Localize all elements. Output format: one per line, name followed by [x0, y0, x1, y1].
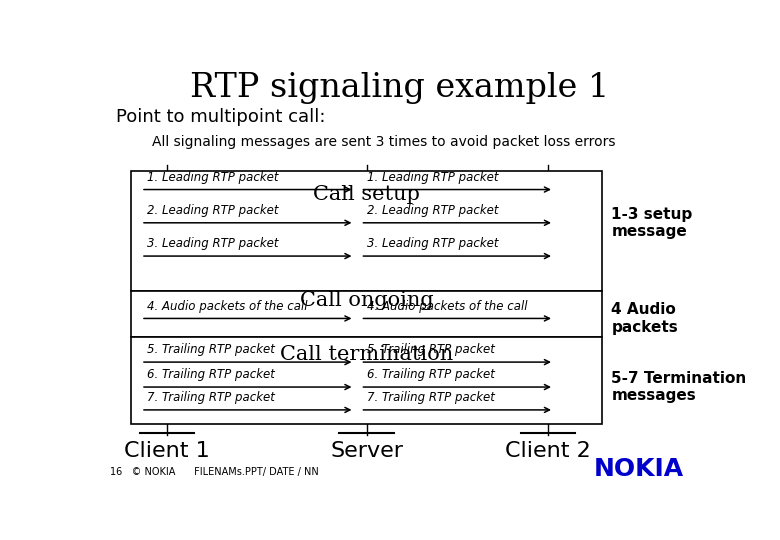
Text: 5. Trailing RTP packet: 5. Trailing RTP packet: [147, 343, 275, 356]
Text: Server: Server: [330, 442, 403, 462]
Text: Call setup: Call setup: [313, 185, 420, 205]
Text: 1. Leading RTP packet: 1. Leading RTP packet: [367, 171, 498, 184]
Text: 4. Audio packets of the call: 4. Audio packets of the call: [147, 300, 307, 313]
Text: 7. Trailing RTP packet: 7. Trailing RTP packet: [367, 391, 495, 404]
Text: Call termination: Call termination: [280, 345, 453, 364]
Text: 16   © NOKIA      FILENAMs.PPT/ DATE / NN: 16 © NOKIA FILENAMs.PPT/ DATE / NN: [109, 467, 318, 477]
Text: All signaling messages are sent 3 times to avoid packet loss errors: All signaling messages are sent 3 times …: [152, 134, 615, 149]
Text: 5-7 Termination
messages: 5-7 Termination messages: [612, 371, 746, 403]
Text: 3. Leading RTP packet: 3. Leading RTP packet: [367, 237, 498, 250]
Text: 7. Trailing RTP packet: 7. Trailing RTP packet: [147, 391, 275, 404]
Text: NOKIA: NOKIA: [594, 457, 684, 481]
Text: Call ongoing: Call ongoing: [300, 291, 434, 310]
Text: 5. Trailing RTP packet: 5. Trailing RTP packet: [367, 343, 495, 356]
Bar: [131, 337, 602, 424]
Text: 6. Trailing RTP packet: 6. Trailing RTP packet: [367, 368, 495, 381]
Text: 4 Audio
packets: 4 Audio packets: [612, 302, 678, 335]
Bar: [131, 292, 602, 337]
Text: RTP signaling example 1: RTP signaling example 1: [190, 72, 609, 104]
Text: 3. Leading RTP packet: 3. Leading RTP packet: [147, 237, 278, 250]
Text: 2. Leading RTP packet: 2. Leading RTP packet: [367, 204, 498, 217]
Text: 2. Leading RTP packet: 2. Leading RTP packet: [147, 204, 278, 217]
Text: 1-3 setup
message: 1-3 setup message: [612, 207, 693, 239]
Bar: [131, 171, 602, 292]
Text: Client 2: Client 2: [505, 442, 590, 462]
Text: Point to multipoint call:: Point to multipoint call:: [115, 108, 325, 126]
Text: 4. Audio packets of the call: 4. Audio packets of the call: [367, 300, 527, 313]
Text: 1. Leading RTP packet: 1. Leading RTP packet: [147, 171, 278, 184]
Text: Client 1: Client 1: [124, 442, 210, 462]
Text: 6. Trailing RTP packet: 6. Trailing RTP packet: [147, 368, 275, 381]
